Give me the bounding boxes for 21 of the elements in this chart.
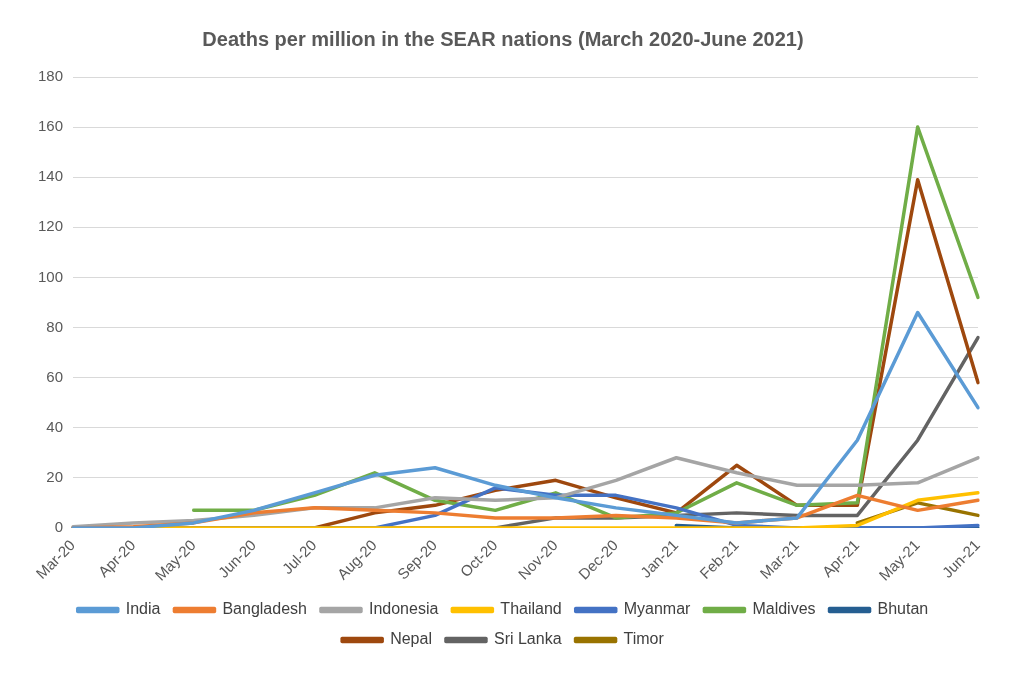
y-tick-label: 0 (54, 518, 64, 536)
y-tick-label: 180 (38, 67, 64, 85)
y-tick-label: 160 (38, 117, 64, 135)
y-tick-label: 120 (38, 217, 64, 235)
legend-label: Bangladesh (222, 600, 307, 618)
legend-label: Maldives (752, 600, 816, 618)
legend-label: Timor (623, 630, 665, 648)
y-tick-label: 40 (46, 417, 64, 435)
legend-label: Nepal (390, 630, 432, 648)
y-tick-label: 20 (46, 467, 64, 485)
legend-label: Myanmar (623, 600, 692, 618)
y-tick-label: 100 (38, 267, 64, 285)
legend-label: Sri Lanka (493, 630, 562, 648)
legend-label: India (125, 600, 161, 618)
legend-label: Bhutan (877, 600, 929, 618)
y-tick-label: 60 (46, 367, 64, 385)
y-tick-label: 80 (46, 317, 64, 335)
legend-label: Thailand (500, 600, 562, 618)
chart-title: Deaths per million in the SEAR nations (March 2020-June 2021) (202, 27, 804, 50)
legend-label: Indonesia (368, 600, 439, 618)
y-tick-label: 140 (38, 167, 64, 185)
